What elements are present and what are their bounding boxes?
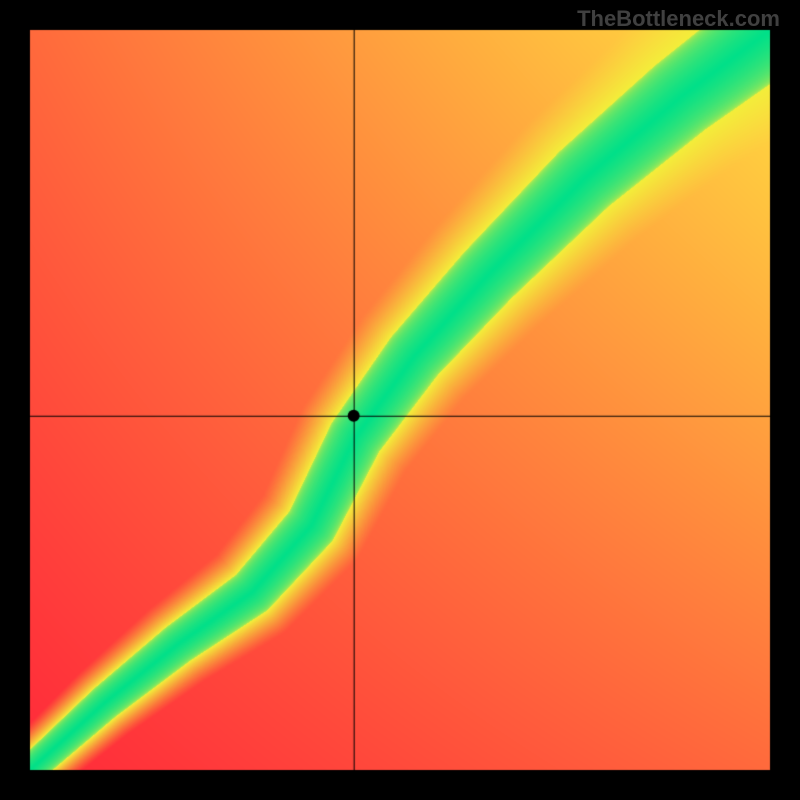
watermark-text: TheBottleneck.com	[577, 6, 780, 32]
chart-container: { "watermark": { "text": "TheBottleneck.…	[0, 0, 800, 800]
bottleneck-heatmap	[0, 0, 800, 800]
